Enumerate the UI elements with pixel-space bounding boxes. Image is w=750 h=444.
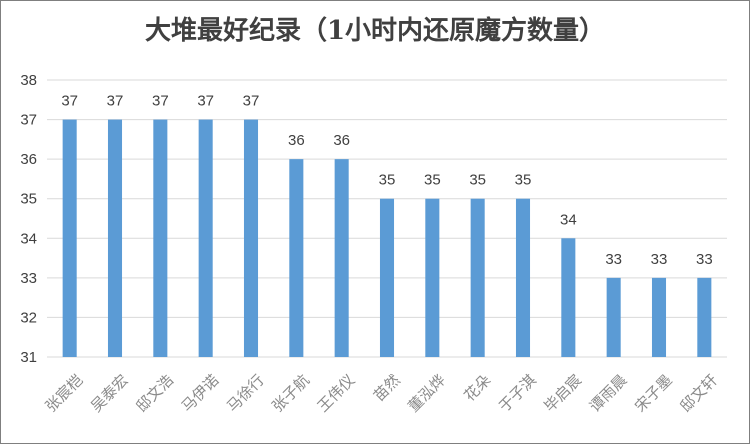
- bar: [379, 198, 395, 357]
- data-label: 35: [515, 172, 532, 189]
- category-label: 宋子墨: [631, 371, 676, 416]
- category-label: 毕启宸: [541, 371, 586, 416]
- data-label: 34: [560, 211, 577, 228]
- category-label: 谭雨晨: [586, 371, 631, 416]
- category-label: 董泓烨: [405, 371, 450, 416]
- data-label: 37: [152, 93, 169, 110]
- bar: [243, 119, 259, 357]
- bar: [289, 159, 304, 357]
- category-label: 邸文轩: [677, 371, 722, 416]
- data-label: 33: [696, 251, 713, 268]
- y-tick-label: 33: [20, 270, 37, 287]
- chart-title: 大堆最好纪录（1小时内还原魔方数量）: [144, 16, 606, 46]
- category-label: 吴泰宏: [87, 371, 132, 416]
- bar: [62, 119, 77, 357]
- y-tick-label: 34: [20, 230, 37, 247]
- data-label: 35: [379, 172, 396, 189]
- data-label: 33: [651, 251, 668, 268]
- bar: [425, 198, 440, 357]
- bar: [107, 119, 123, 357]
- y-tick-label: 32: [20, 309, 37, 326]
- category-label: 王伟仪: [314, 371, 359, 416]
- bar: [515, 198, 531, 357]
- data-label: 37: [197, 93, 214, 110]
- data-label: 37: [61, 93, 78, 110]
- data-label: 33: [605, 251, 622, 268]
- y-tick-label: 36: [20, 151, 37, 168]
- category-label: 张子航: [269, 371, 314, 416]
- data-label: 37: [243, 93, 260, 110]
- bar: [198, 119, 213, 357]
- bar: [651, 277, 667, 357]
- category-label: 张宸桤: [42, 371, 87, 416]
- category-label: 于子淇: [495, 371, 540, 416]
- y-tick-label: 38: [20, 72, 37, 89]
- y-tick-label: 37: [20, 112, 37, 129]
- data-label: 36: [288, 132, 305, 149]
- data-label: 36: [333, 132, 350, 149]
- y-tick-label: 35: [20, 191, 37, 208]
- category-label: 花朵: [460, 371, 494, 405]
- bar: [606, 277, 621, 357]
- bar: [697, 277, 712, 357]
- bar: [334, 159, 349, 357]
- bar: [470, 198, 485, 357]
- bar: [561, 238, 576, 357]
- bar: [153, 119, 168, 357]
- data-label: 35: [469, 172, 486, 189]
- category-label: 马徐行: [223, 371, 268, 416]
- category-label: 邸文浩: [133, 371, 178, 416]
- data-label: 35: [424, 172, 441, 189]
- category-label: 马伊诺: [178, 371, 223, 416]
- category-label: 苗然: [370, 371, 404, 405]
- data-label: 37: [107, 93, 124, 110]
- y-tick-label: 31: [20, 349, 37, 366]
